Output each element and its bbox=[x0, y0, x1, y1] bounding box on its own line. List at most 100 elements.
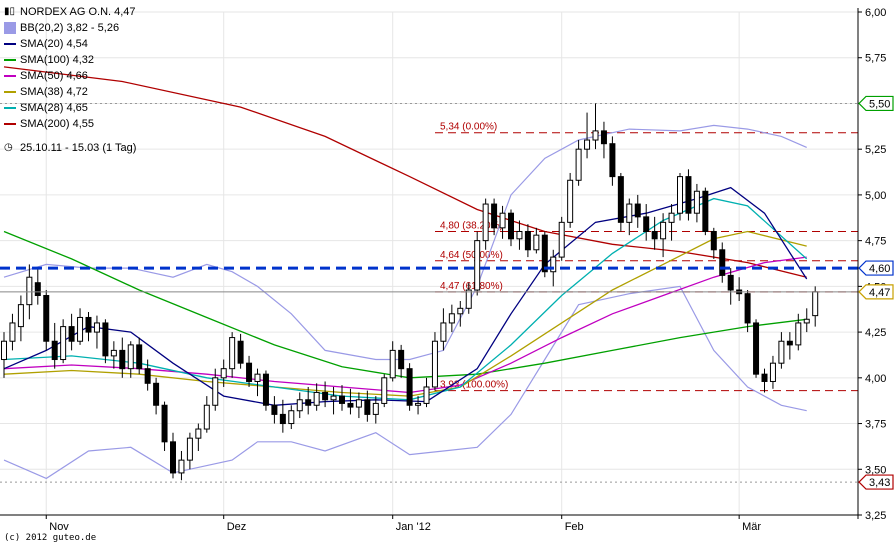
candle-body bbox=[524, 230, 531, 251]
candle-body bbox=[761, 373, 768, 382]
candle-body bbox=[491, 203, 498, 229]
legend-title-row: ▮▯ NORDEX AG O.N. 4,47 bbox=[4, 4, 136, 20]
y-tick-label: 5,25 bbox=[865, 144, 886, 156]
candle-body bbox=[558, 221, 565, 258]
series-sma-200- bbox=[3, 66, 807, 278]
candle-body bbox=[26, 276, 33, 306]
candle-body bbox=[43, 295, 50, 342]
fib-label: 5,34 (0.00%) bbox=[440, 122, 497, 133]
candle-body bbox=[533, 234, 540, 251]
candle-body bbox=[465, 289, 472, 309]
series-sma-50- bbox=[3, 256, 807, 394]
candle-body bbox=[296, 399, 303, 412]
candle-body bbox=[110, 349, 117, 357]
price-tag bbox=[858, 260, 894, 276]
sma20-swatch bbox=[4, 43, 16, 45]
legend-sma20: SMA(20) 4,54 bbox=[20, 38, 88, 50]
candle-body bbox=[643, 216, 650, 232]
y-tick-label: 5,00 bbox=[865, 190, 886, 202]
price-tag-label: 4,60 bbox=[869, 263, 890, 275]
price-tag-label: 5,50 bbox=[869, 98, 890, 110]
y-tick-label: 4,25 bbox=[865, 327, 886, 339]
candle-body bbox=[660, 221, 667, 240]
x-tick-label: Feb bbox=[565, 521, 584, 533]
y-tick-label: 5,75 bbox=[865, 53, 886, 65]
candle-body bbox=[600, 130, 607, 145]
candle-body bbox=[262, 373, 269, 406]
legend-title: NORDEX AG O.N. 4,47 bbox=[20, 6, 136, 18]
candle-body bbox=[448, 313, 455, 324]
candle-body bbox=[769, 362, 776, 382]
candle-body bbox=[795, 322, 802, 346]
fib-label: 3,93 (100.00%) bbox=[440, 380, 508, 391]
candle-body bbox=[220, 368, 227, 379]
legend-sma200: SMA(200) 4,55 bbox=[20, 118, 94, 130]
candle-body bbox=[60, 326, 67, 361]
sma200-swatch bbox=[4, 123, 16, 125]
candle-body bbox=[668, 212, 675, 223]
bollinger-bands bbox=[3, 124, 807, 480]
candle-body bbox=[347, 402, 354, 408]
candle-body bbox=[592, 130, 599, 141]
chart-legend: ▮▯ NORDEX AG O.N. 4,47 BB(20,2) 3,82 - 5… bbox=[4, 4, 136, 156]
candle-body bbox=[482, 203, 489, 242]
candle-body bbox=[617, 176, 624, 223]
candle-body bbox=[34, 282, 41, 297]
candle-body bbox=[279, 413, 286, 425]
legend-sma38: SMA(38) 4,72 bbox=[20, 86, 88, 98]
candle-body bbox=[431, 340, 438, 388]
candle-body bbox=[423, 386, 430, 404]
candle-body bbox=[406, 368, 413, 406]
support-and-price-lines bbox=[0, 266, 858, 293]
sma28-swatch bbox=[4, 107, 16, 109]
candle-body bbox=[144, 368, 151, 384]
legend-sma20-row: SMA(20) 4,54 bbox=[4, 36, 136, 52]
candle-body bbox=[119, 349, 126, 370]
x-axis: Nov Dez Jan '12 Feb Mär bbox=[0, 514, 858, 533]
candle-body bbox=[541, 234, 548, 273]
candle-body bbox=[186, 437, 193, 461]
series-sma-20- bbox=[3, 186, 808, 406]
bb-swatch bbox=[4, 22, 16, 34]
candle-body bbox=[212, 377, 219, 406]
candle-body bbox=[313, 391, 320, 406]
legend-sma100: SMA(100) 4,32 bbox=[20, 54, 94, 66]
legend-range: 25.10.11 - 15.03 (1 Tag) bbox=[20, 142, 137, 154]
candle-body bbox=[803, 318, 810, 324]
candle-body bbox=[457, 307, 464, 315]
legend-bb: BB(20,2) 3,82 - 5,26 bbox=[20, 22, 120, 34]
y-tick-label: 3,50 bbox=[865, 464, 886, 476]
candlesticks bbox=[1, 103, 819, 481]
series-sma-38- bbox=[3, 230, 807, 397]
y-tick-label: 3,75 bbox=[865, 419, 886, 431]
price-tag-label: 4,47 bbox=[869, 287, 890, 299]
candle-body bbox=[178, 459, 185, 474]
candle-body bbox=[153, 382, 160, 406]
candle-body bbox=[51, 340, 58, 361]
candle-body bbox=[634, 203, 641, 218]
fib-label: 4,64 (50.00%) bbox=[440, 250, 503, 261]
candle-body bbox=[440, 322, 447, 342]
candle-body bbox=[651, 230, 658, 240]
candle-body bbox=[609, 143, 616, 178]
candle-body bbox=[170, 441, 176, 474]
copyright-text: (c) 2012 guteo.de bbox=[4, 533, 97, 543]
candle-body bbox=[161, 404, 168, 443]
candle-body bbox=[254, 373, 261, 382]
candle-body bbox=[812, 291, 819, 317]
candle-body bbox=[229, 337, 236, 370]
candle-body bbox=[550, 256, 557, 273]
candle-body bbox=[339, 395, 345, 404]
legend-sma28: SMA(28) 4,65 bbox=[20, 102, 88, 114]
x-tick-label: Dez bbox=[227, 521, 247, 533]
candle-body bbox=[575, 148, 582, 181]
candle-body bbox=[322, 391, 329, 401]
candle-body bbox=[195, 428, 202, 439]
candle-body bbox=[93, 322, 100, 333]
candle-body bbox=[499, 212, 506, 229]
candle-body bbox=[474, 240, 481, 291]
price-tag-label: 3,43 bbox=[869, 477, 890, 489]
candle-body bbox=[68, 326, 75, 342]
series-bb-upper bbox=[3, 124, 807, 361]
sma50-swatch bbox=[4, 75, 16, 77]
